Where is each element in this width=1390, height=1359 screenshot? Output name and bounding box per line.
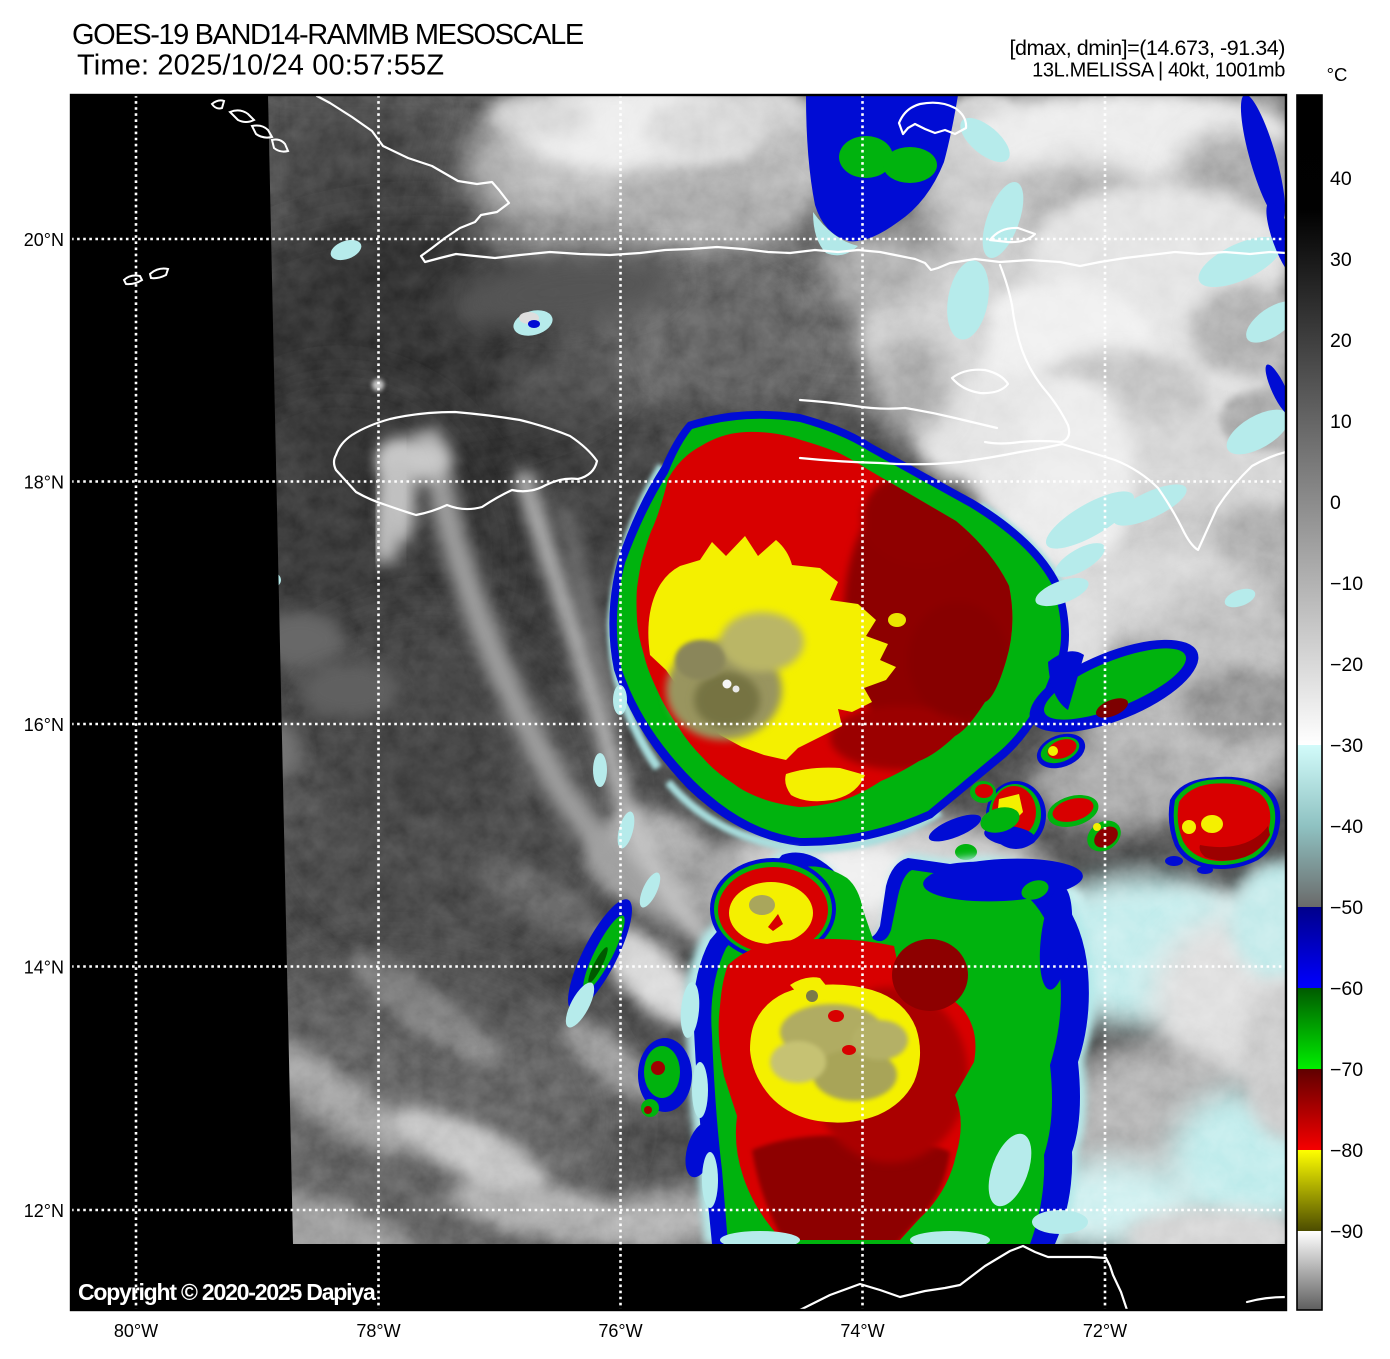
svg-text:−50: −50 <box>1330 897 1363 919</box>
svg-text:−20: −20 <box>1330 654 1363 676</box>
svg-text:−30: −30 <box>1330 735 1363 757</box>
svg-text:−80: −80 <box>1330 1140 1363 1162</box>
svg-text:0: 0 <box>1330 492 1341 514</box>
svg-text:−10: −10 <box>1330 573 1363 595</box>
svg-text:12°N: 12°N <box>24 1201 64 1221</box>
svg-text:−60: −60 <box>1330 978 1363 1000</box>
svg-text:16°N: 16°N <box>24 715 64 735</box>
svg-text:76°W: 76°W <box>598 1321 642 1341</box>
svg-text:20°N: 20°N <box>24 230 64 250</box>
svg-text:−90: −90 <box>1330 1221 1363 1243</box>
svg-text:14°N: 14°N <box>24 958 64 978</box>
svg-text:40: 40 <box>1330 168 1352 190</box>
svg-text:74°W: 74°W <box>840 1321 884 1341</box>
svg-text:80°W: 80°W <box>114 1321 158 1341</box>
svg-text:[dmax, dmin]=(14.673, -91.34): [dmax, dmin]=(14.673, -91.34) <box>1009 36 1285 60</box>
svg-text:Copyright © 2020-2025 Dapiya: Copyright © 2020-2025 Dapiya <box>78 1279 376 1305</box>
svg-text:−40: −40 <box>1330 816 1363 838</box>
svg-text:20: 20 <box>1330 330 1352 352</box>
svg-text:78°W: 78°W <box>356 1321 400 1341</box>
svg-text:18°N: 18°N <box>24 473 64 493</box>
svg-text:10: 10 <box>1330 411 1352 433</box>
svg-text:30: 30 <box>1330 249 1352 271</box>
svg-text:−70: −70 <box>1330 1059 1363 1081</box>
svg-text:Time: 2025/10/24 00:57:55Z: Time: 2025/10/24 00:57:55Z <box>77 50 444 82</box>
svg-text:13L.MELISSA | 40kt, 1001mb: 13L.MELISSA | 40kt, 1001mb <box>1032 60 1285 82</box>
svg-text:72°W: 72°W <box>1083 1321 1127 1341</box>
svg-text:GOES-19 BAND14-RAMMB MESOSCALE: GOES-19 BAND14-RAMMB MESOSCALE <box>72 19 584 51</box>
svg-text:°C: °C <box>1327 64 1348 85</box>
